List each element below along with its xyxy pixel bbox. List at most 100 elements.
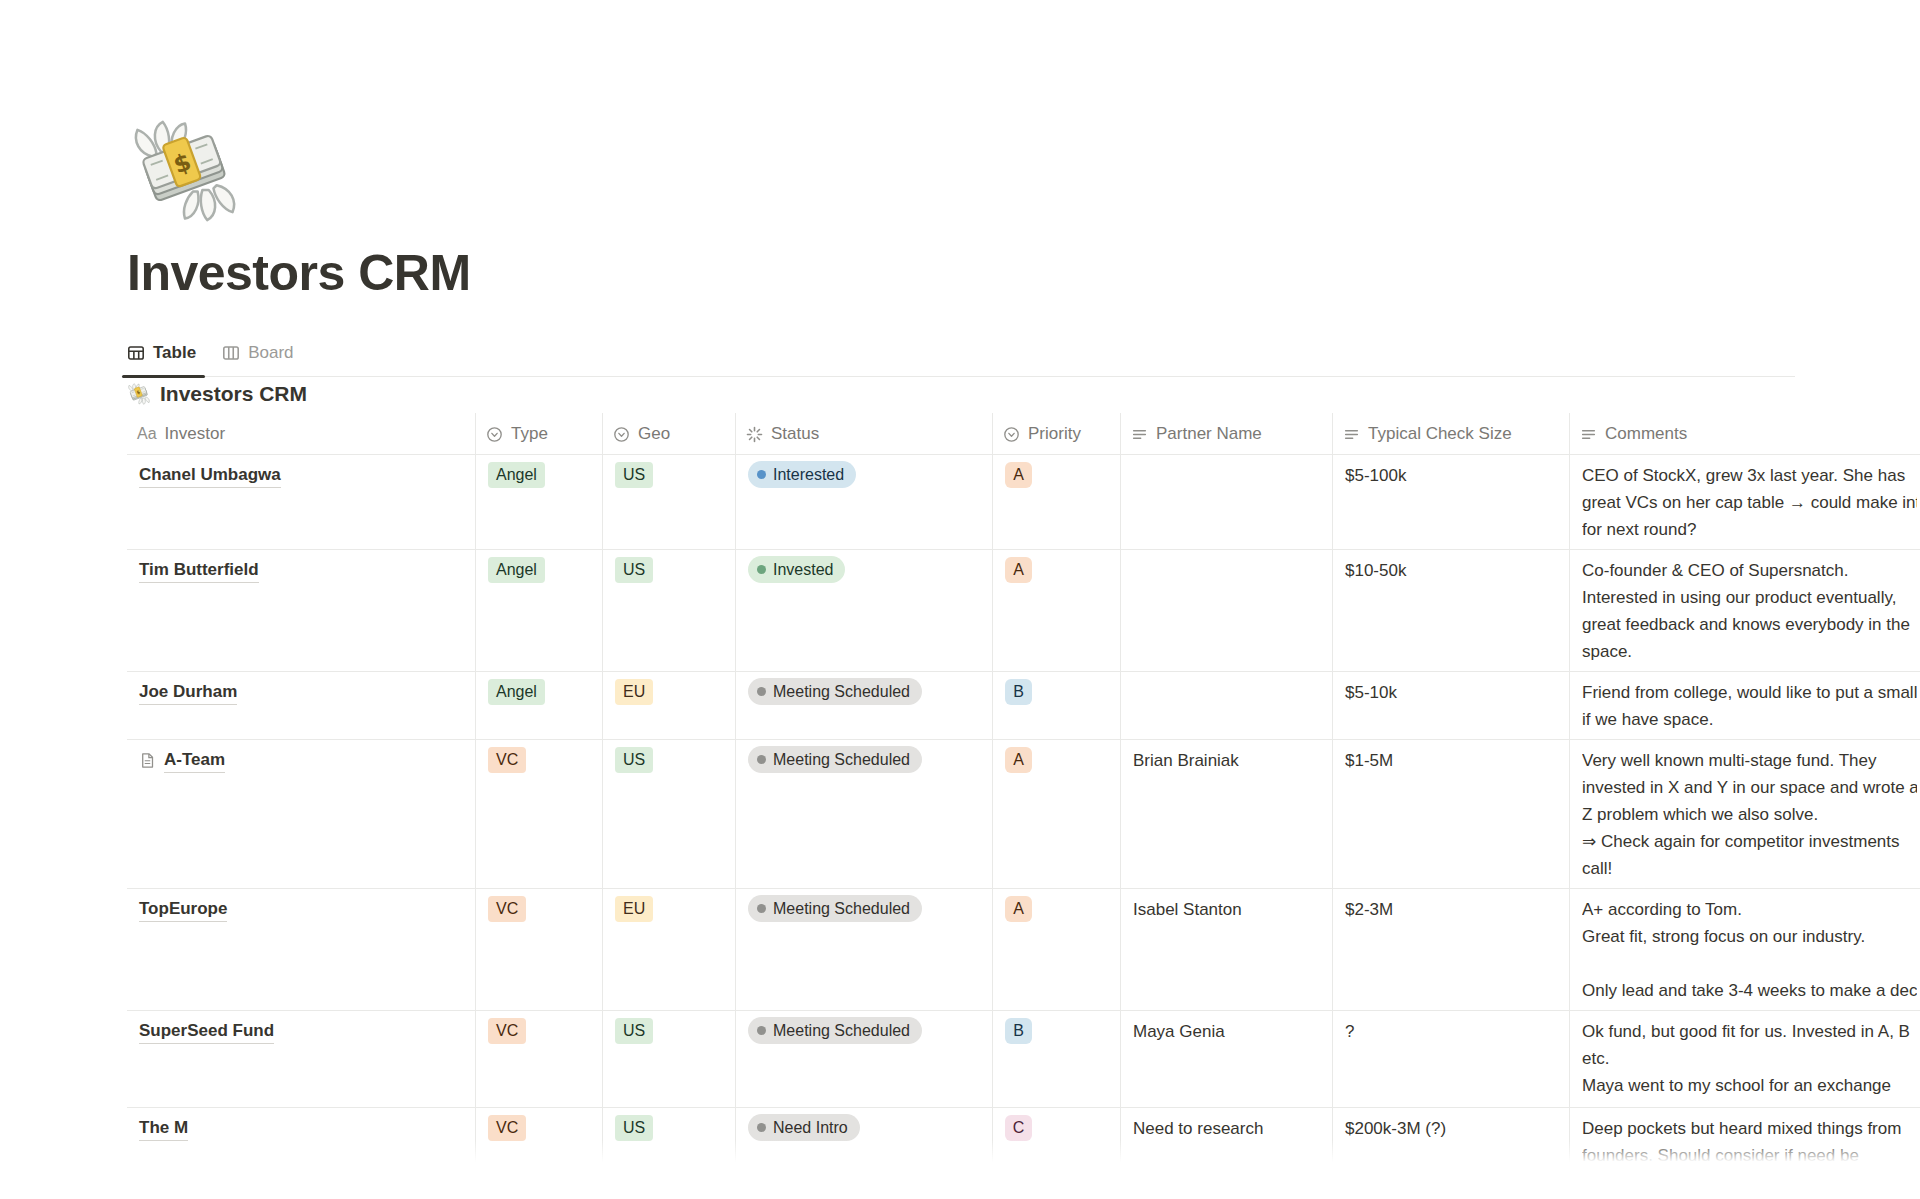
page-title[interactable]: Investors CRM	[127, 243, 471, 303]
status-label: Invested	[773, 557, 833, 583]
cell-investor[interactable]: A-Team	[127, 740, 476, 888]
geo-tag: US	[615, 1018, 653, 1044]
column-header-label: Type	[511, 424, 548, 444]
cell-typical-check-size[interactable]: $5-10k	[1333, 672, 1570, 739]
status-icon	[746, 426, 763, 443]
investor-link[interactable]: Joe Durham	[139, 680, 237, 705]
cell-priority[interactable]: B	[993, 1011, 1121, 1107]
cell-priority[interactable]: B	[993, 672, 1121, 739]
status-dot	[757, 470, 766, 479]
cell-type[interactable]: Angel	[476, 672, 603, 739]
comment-line: Maya went to my school for an exchange	[1582, 1072, 1917, 1099]
column-header-typical-check-size[interactable]: Typical Check Size	[1333, 413, 1570, 455]
column-header-comments[interactable]: Comments	[1570, 413, 1920, 455]
cell-investor[interactable]: Tim Butterfield	[127, 550, 476, 671]
cell-status[interactable]: Meeting Scheduled	[736, 672, 993, 739]
table-row-chanel-umbagwa: Chanel Umbagwa AngelUSInterestedA $5-100kC…	[127, 455, 1920, 550]
cell-partner-name[interactable]: Brian Brainiak	[1121, 740, 1333, 888]
column-header-label: Priority	[1028, 424, 1081, 444]
cell-priority[interactable]: A	[993, 889, 1121, 1010]
cell-comments[interactable]: A+ according to Tom.Great fit, strong fo…	[1570, 889, 1920, 1010]
investor-link[interactable]: A-Team	[164, 748, 225, 773]
money-with-wings-icon: $	[127, 382, 151, 406]
cell-status[interactable]: Meeting Scheduled	[736, 740, 993, 888]
cell-partner-name[interactable]: Isabel Stanton	[1121, 889, 1333, 1010]
column-header-label: Comments	[1605, 424, 1687, 444]
cell-investor[interactable]: TopEurope	[127, 889, 476, 1010]
comment-line: for next round?	[1582, 516, 1917, 543]
cell-investor[interactable]: Joe Durham	[127, 672, 476, 739]
column-header-type[interactable]: Type	[476, 413, 603, 455]
cell-partner-name[interactable]: Maya Genia	[1121, 1011, 1333, 1107]
cell-investor[interactable]: SuperSeed Fund	[127, 1011, 476, 1107]
money-with-wings-emoji[interactable]: $	[126, 114, 244, 228]
cell-type[interactable]: VC	[476, 1011, 603, 1107]
investor-link[interactable]: Chanel Umbagwa	[139, 463, 281, 488]
cell-comments[interactable]: Ok fund, but good fit for us. Invested i…	[1570, 1011, 1920, 1107]
type-tag: Angel	[488, 557, 545, 583]
cell-comments[interactable]: Co-founder & CEO of Supersnatch.Interest…	[1570, 550, 1920, 671]
cell-priority[interactable]: C	[993, 1108, 1121, 1199]
table-row-topeurope: TopEurope VCEU Meeting Scheduled AIsabel St…	[127, 889, 1920, 1011]
investor-link[interactable]: Tim Butterfield	[139, 558, 259, 583]
select-icon	[486, 426, 503, 443]
cell-typical-check-size[interactable]: ?	[1333, 1011, 1570, 1107]
investor-link[interactable]: The M	[139, 1116, 188, 1141]
cell-geo[interactable]: US	[603, 550, 736, 671]
table-row-the-m: The M VCUS Need Intro C Need to research$200…	[127, 1108, 1920, 1199]
database-title-label[interactable]: Investors CRM	[160, 382, 307, 406]
notion-page: $ Investors CRM Table Board $ Investors …	[0, 0, 1920, 1199]
cell-status[interactable]: Need Intro	[736, 1108, 993, 1199]
cell-type[interactable]: VC	[476, 740, 603, 888]
cell-type[interactable]: VC	[476, 889, 603, 1010]
cell-geo[interactable]: EU	[603, 889, 736, 1010]
cell-type[interactable]: Angel	[476, 455, 603, 549]
cell-geo[interactable]: US	[603, 1011, 736, 1107]
cell-typical-check-size[interactable]: $1-5M	[1333, 740, 1570, 888]
cell-typical-check-size[interactable]: $2-3M	[1333, 889, 1570, 1010]
cell-comments[interactable]: Very well known multi-stage fund. Theyin…	[1570, 740, 1920, 888]
column-header-partner-name[interactable]: Partner Name	[1121, 413, 1333, 455]
cell-priority[interactable]: A	[993, 740, 1121, 888]
cell-partner-name[interactable]	[1121, 672, 1333, 739]
tab-board[interactable]: Board	[218, 332, 301, 372]
cell-geo[interactable]: EU	[603, 672, 736, 739]
column-header-investor[interactable]: AaInvestor	[127, 413, 476, 455]
cell-partner-name[interactable]	[1121, 550, 1333, 671]
priority-tag: C	[1005, 1115, 1032, 1141]
cell-type[interactable]: VC	[476, 1108, 603, 1199]
cell-comments[interactable]: Friend from college, would like to put a…	[1570, 672, 1920, 739]
tab-table[interactable]: Table	[123, 332, 204, 372]
cell-geo[interactable]: US	[603, 455, 736, 549]
cell-investor[interactable]: The M	[127, 1108, 476, 1199]
cell-geo[interactable]: US	[603, 1108, 736, 1199]
type-tag: VC	[488, 1018, 526, 1044]
cell-type[interactable]: Angel	[476, 550, 603, 671]
column-header-status[interactable]: Status	[736, 413, 993, 455]
view-tabs: Table Board	[123, 332, 1795, 377]
cell-partner-name[interactable]	[1121, 455, 1333, 549]
investor-link[interactable]: TopEurope	[139, 897, 227, 922]
column-header-label: Typical Check Size	[1368, 424, 1512, 444]
comment-line: etc.	[1582, 1045, 1917, 1072]
cell-typical-check-size[interactable]: $200k-3M (?)	[1333, 1108, 1570, 1199]
cell-comments[interactable]: CEO of StockX, grew 3x last year. She ha…	[1570, 455, 1920, 549]
status-label: Meeting Scheduled	[773, 896, 910, 922]
text-icon	[1131, 426, 1148, 443]
cell-priority[interactable]: A	[993, 550, 1121, 671]
cell-priority[interactable]: A	[993, 455, 1121, 549]
cell-status[interactable]: Meeting Scheduled	[736, 889, 993, 1010]
cell-geo[interactable]: US	[603, 740, 736, 888]
cell-typical-check-size[interactable]: $5-100k	[1333, 455, 1570, 549]
status-tag: Need Intro	[748, 1114, 860, 1141]
cell-status[interactable]: Invested	[736, 550, 993, 671]
investor-link[interactable]: SuperSeed Fund	[139, 1019, 274, 1044]
column-header-priority[interactable]: Priority	[993, 413, 1121, 455]
cell-typical-check-size[interactable]: $10-50k	[1333, 550, 1570, 671]
cell-status[interactable]: Meeting Scheduled	[736, 1011, 993, 1107]
cell-comments[interactable]: Deep pockets but heard mixed things from…	[1570, 1108, 1920, 1199]
cell-investor[interactable]: Chanel Umbagwa	[127, 455, 476, 549]
cell-partner-name[interactable]: Need to research	[1121, 1108, 1333, 1199]
column-header-geo[interactable]: Geo	[603, 413, 736, 455]
cell-status[interactable]: Interested	[736, 455, 993, 549]
